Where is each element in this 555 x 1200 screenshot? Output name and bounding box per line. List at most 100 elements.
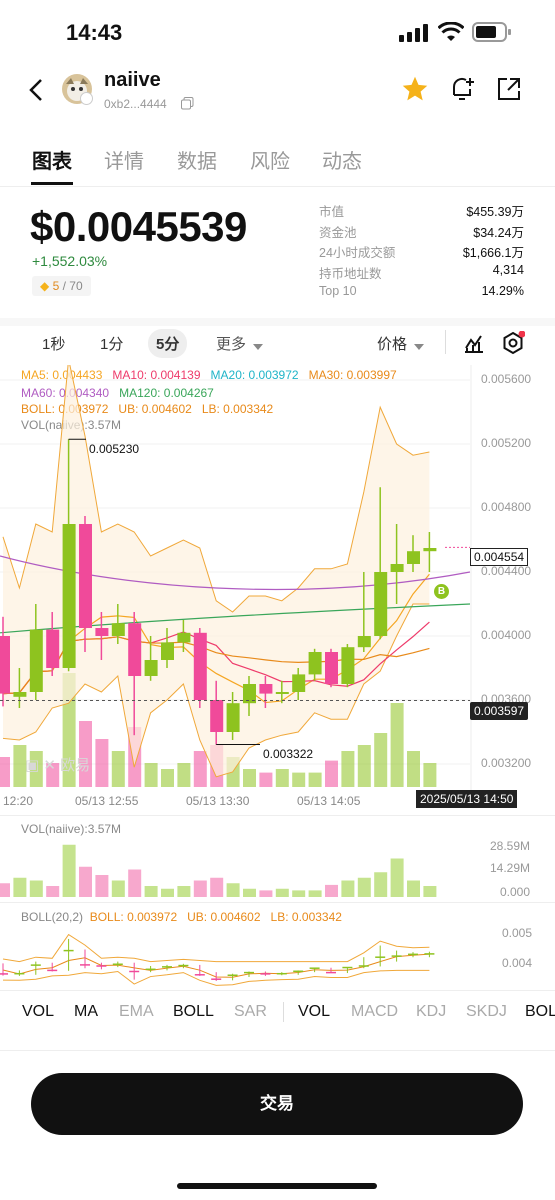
ma-legend-row-1: MA5: 0.004433 MA10: 0.004139 MA20: 0.003… — [21, 368, 397, 382]
indicator-ma[interactable]: MA — [74, 1003, 98, 1020]
volume-bar — [423, 763, 437, 787]
vol-panel-bar — [161, 888, 174, 897]
copy-icon[interactable] — [181, 97, 194, 115]
indicator-boll[interactable]: BOLL — [173, 1003, 214, 1020]
ma120-value: MA120: 0.004267 — [119, 386, 214, 400]
indicator-macd[interactable]: MACD — [351, 1003, 399, 1020]
x-tick-2: 05/13 13:30 — [186, 794, 250, 808]
indicator-separator — [283, 1002, 284, 1022]
volume-bar — [341, 751, 355, 787]
volume-bar — [0, 757, 10, 787]
token-name: naiive — [104, 69, 161, 91]
boll-tick-1: 0.004 — [502, 956, 533, 970]
ma120-line — [0, 603, 471, 634]
candle-body — [29, 629, 43, 692]
battery-icon — [472, 22, 512, 47]
rank-badge[interactable]: ◆ 5 / 70 — [32, 276, 91, 296]
tab-chart[interactable]: 图表 — [32, 151, 72, 173]
volume-bar — [374, 733, 388, 787]
chart-settings-icon[interactable] — [501, 330, 526, 360]
y-tick-3: 0.004400 — [481, 564, 532, 578]
current-price: $0.0045539 — [30, 203, 247, 250]
price-alert-bell-icon[interactable] — [448, 75, 476, 108]
tab-activity[interactable]: 动态 — [322, 151, 362, 173]
vol-panel-bar — [13, 877, 27, 897]
back-button[interactable] — [28, 78, 44, 107]
candle-body — [111, 623, 125, 636]
candle-body — [62, 524, 76, 668]
stat-top10-value: 14.29% — [481, 284, 524, 298]
volume-bar — [259, 772, 273, 787]
volume-bar — [193, 751, 207, 787]
toolbar-divider — [445, 330, 446, 354]
active-tab-indicator — [31, 182, 73, 185]
volume-bar — [292, 772, 306, 787]
volume-bar — [144, 763, 158, 787]
vol-panel-bar — [308, 890, 322, 897]
interval-5m[interactable]: 5分 — [148, 329, 188, 358]
boll-upper-line — [2, 365, 430, 613]
watermark-text: 欧易 — [60, 757, 91, 774]
share-icon[interactable] — [496, 76, 522, 107]
candle-body — [243, 684, 256, 704]
home-indicator — [177, 1183, 377, 1189]
volume-bar — [111, 751, 125, 787]
candle-body — [79, 524, 92, 628]
candle-body — [325, 652, 338, 684]
vol-panel-bar — [259, 890, 273, 897]
tab-risk[interactable]: 风险 — [250, 151, 290, 173]
vol-panel-bar — [275, 888, 289, 897]
vol-panel-bar — [177, 886, 191, 897]
vol-panel-bar — [210, 877, 224, 897]
indicator-kdj[interactable]: KDJ — [416, 1003, 447, 1020]
vol-panel-bar — [46, 886, 60, 897]
tab-details[interactable]: 详情 — [104, 151, 144, 173]
ma5-value: MA5: 0.004433 — [21, 368, 103, 382]
vol-panel-bar — [95, 875, 109, 897]
candle-body — [144, 660, 158, 676]
indicator-sub-boll[interactable]: BOL — [525, 1003, 555, 1020]
indicator-sar[interactable]: SAR — [234, 1003, 267, 1020]
interval-1s[interactable]: 1秒 — [42, 336, 66, 353]
candle-body — [210, 700, 224, 732]
candle-body — [423, 548, 437, 552]
chain-badge-icon — [80, 92, 93, 105]
interval-1m[interactable]: 1分 — [100, 336, 124, 353]
stat-market-cap-value: $455.39万 — [466, 205, 524, 219]
indicator-sub-vol[interactable]: VOL — [298, 1003, 331, 1020]
watermark-logo-icon: ▣ ✕ — [25, 757, 56, 774]
indicator-ema[interactable]: EMA — [119, 1003, 154, 1020]
candle-body — [128, 623, 142, 676]
lb-value: LB: 0.003342 — [201, 402, 274, 416]
boll-lower-line — [2, 603, 430, 778]
interval-more[interactable]: 更多 — [216, 336, 247, 353]
stat-liquidity-value: $34.24万 — [473, 226, 524, 240]
boll-legend-row: BOLL: 0.003972 UB: 0.004602 LB: 0.003342 — [21, 402, 273, 416]
boll-panel-ub: UB: 0.004602 — [187, 910, 261, 924]
token-address: 0xb2...4444 — [104, 97, 167, 111]
ma30-value: MA30: 0.003997 — [308, 368, 397, 382]
ma60-line — [0, 555, 471, 591]
stat-volume-value: $1,666.1万 — [462, 246, 524, 260]
volume-bar — [29, 751, 43, 787]
vol-panel-label: VOL(naiive):3.57M — [21, 822, 122, 836]
wifi-icon — [437, 21, 465, 47]
boll-panel-boll: BOLL: 0.003972 — [89, 910, 178, 924]
x-tick-1: 05/13 12:55 — [75, 794, 139, 808]
current-time-tag: 2025/05/13 14:50 — [416, 790, 518, 808]
indicator-vol[interactable]: VOL — [22, 1003, 55, 1020]
candle-body — [161, 642, 174, 660]
volume-chart — [0, 844, 437, 897]
trade-button[interactable]: 交易 — [31, 1073, 523, 1135]
candlestick-chart[interactable] — [0, 365, 555, 810]
volume-bar — [95, 739, 109, 787]
tab-data[interactable]: 数据 — [177, 151, 217, 173]
price-selector[interactable]: 价格 — [377, 336, 408, 353]
ma20-value: MA20: 0.003972 — [210, 368, 299, 382]
candle-body — [308, 652, 322, 675]
indicator-skdj[interactable]: SKDJ — [466, 1003, 507, 1020]
indicator-chart-icon[interactable] — [463, 332, 485, 359]
favorite-star-icon[interactable] — [401, 75, 429, 108]
candle-body — [390, 564, 404, 572]
candle-body — [292, 674, 306, 692]
